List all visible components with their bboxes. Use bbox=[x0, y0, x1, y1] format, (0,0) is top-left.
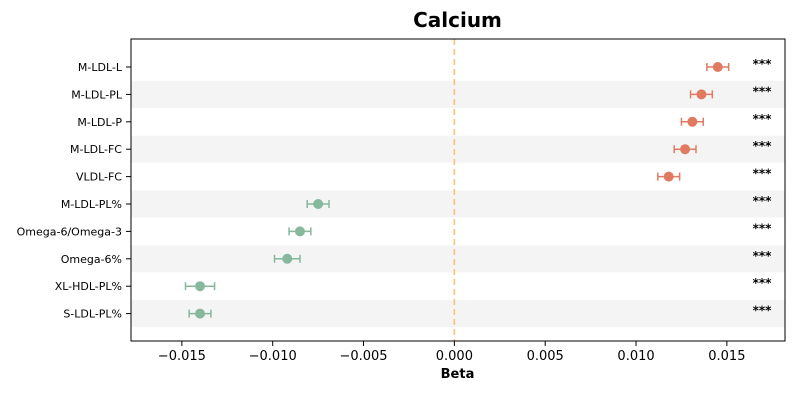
x-tick-label: −0.010 bbox=[249, 349, 297, 364]
y-category-label: M-LDL-PL% bbox=[61, 198, 122, 211]
significance-label: *** bbox=[753, 276, 773, 290]
y-category-label: S-LDL-PL% bbox=[63, 308, 122, 321]
row-band bbox=[131, 80, 785, 108]
beta-point bbox=[195, 281, 206, 292]
y-category-label: VLDL-FC bbox=[76, 171, 122, 184]
x-tick-label: 0.005 bbox=[527, 349, 564, 364]
beta-point bbox=[680, 144, 691, 155]
row-band bbox=[131, 300, 785, 328]
x-axis-label: Beta bbox=[440, 367, 475, 382]
x-tick-label: 0.015 bbox=[708, 349, 745, 364]
significance-label: *** bbox=[753, 304, 773, 318]
y-category-label: XL-HDL-PL% bbox=[55, 280, 122, 293]
significance-label: *** bbox=[753, 194, 773, 208]
row-band bbox=[131, 190, 785, 218]
y-category-label: M-LDL-PL bbox=[71, 88, 123, 101]
row-band bbox=[131, 245, 785, 273]
significance-label: *** bbox=[753, 57, 773, 71]
significance-label: *** bbox=[753, 249, 773, 263]
significance-label: *** bbox=[753, 167, 773, 181]
plot-frame bbox=[130, 38, 786, 342]
y-category-label: Omega-6% bbox=[61, 253, 122, 266]
significance-label: *** bbox=[753, 112, 773, 126]
beta-point bbox=[294, 226, 305, 237]
beta-point bbox=[696, 89, 707, 100]
x-tick-label: −0.015 bbox=[158, 349, 206, 364]
beta-point bbox=[282, 253, 293, 264]
significance-label: *** bbox=[753, 139, 773, 153]
x-tick-label: −0.005 bbox=[339, 349, 387, 364]
y-category-label: Omega-6/Omega-3 bbox=[17, 225, 122, 238]
x-tick-label: 0.000 bbox=[436, 349, 473, 364]
beta-point bbox=[195, 308, 206, 319]
significance-label: *** bbox=[753, 221, 773, 235]
chart-title: Calcium bbox=[413, 8, 502, 32]
significance-label: *** bbox=[753, 84, 773, 98]
y-category-label: M-LDL-FC bbox=[70, 143, 122, 156]
x-tick-label: 0.010 bbox=[617, 349, 654, 364]
beta-point bbox=[687, 116, 698, 127]
beta-point bbox=[712, 62, 723, 72]
beta-point bbox=[663, 171, 674, 182]
beta-point bbox=[313, 199, 324, 209]
y-category-label: M-LDL-L bbox=[78, 61, 123, 74]
y-category-label: M-LDL-P bbox=[77, 116, 122, 129]
